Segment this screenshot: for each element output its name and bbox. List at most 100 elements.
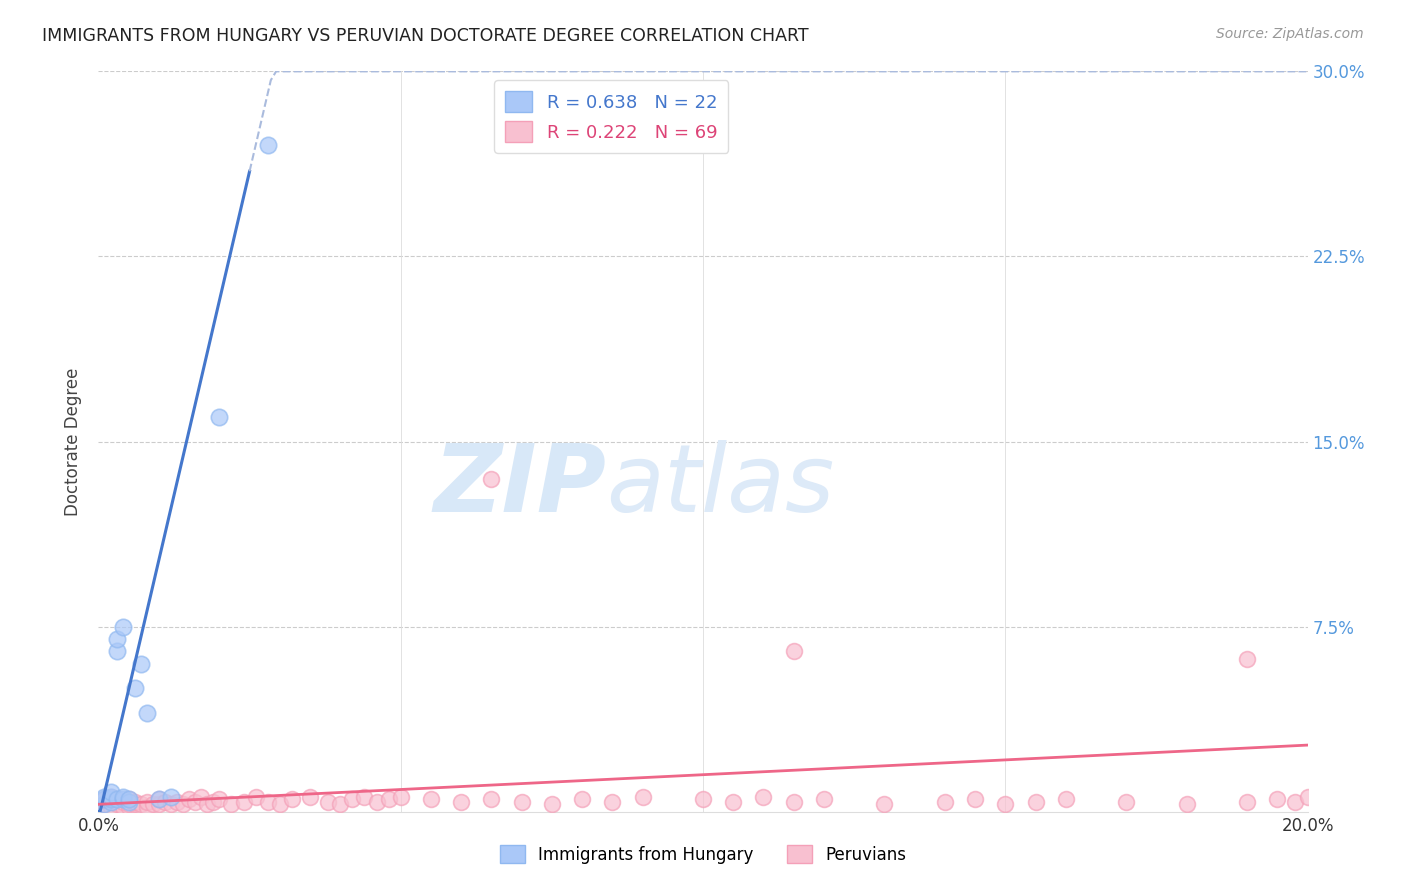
Point — [202, 795, 225, 809]
Point — [1236, 795, 1258, 809]
Point — [105, 644, 128, 658]
Point — [783, 795, 806, 809]
Point — [105, 792, 128, 806]
Point — [1296, 789, 1319, 804]
Point — [100, 785, 122, 799]
Point — [965, 792, 987, 806]
Point — [1267, 792, 1289, 806]
Point — [994, 797, 1017, 812]
Point — [100, 789, 122, 804]
Point — [118, 792, 141, 806]
Point — [1284, 795, 1306, 809]
Point — [221, 797, 243, 812]
Point — [93, 792, 115, 806]
Point — [166, 795, 188, 809]
Point — [602, 795, 624, 809]
Point — [148, 797, 170, 812]
Point — [135, 706, 157, 720]
Point — [111, 792, 134, 806]
Text: Source: ZipAtlas.com: Source: ZipAtlas.com — [1216, 27, 1364, 41]
Point — [118, 792, 141, 806]
Point — [105, 792, 128, 806]
Point — [93, 797, 115, 812]
Point — [153, 795, 176, 809]
Point — [481, 792, 503, 806]
Point — [118, 797, 141, 812]
Point — [100, 795, 122, 809]
Point — [135, 799, 157, 814]
Point — [342, 792, 364, 806]
Legend: R = 0.638   N = 22, R = 0.222   N = 69: R = 0.638 N = 22, R = 0.222 N = 69 — [495, 80, 728, 153]
Point — [100, 789, 122, 804]
Point — [1115, 795, 1137, 809]
Point — [148, 792, 170, 806]
Point — [389, 789, 412, 804]
Point — [540, 797, 562, 812]
Point — [208, 409, 231, 424]
Point — [135, 795, 157, 809]
Point — [111, 619, 134, 633]
Point — [208, 792, 231, 806]
Point — [631, 789, 654, 804]
Point — [813, 792, 835, 806]
Point — [783, 644, 806, 658]
Point — [353, 789, 375, 804]
Point — [100, 799, 122, 814]
Point — [256, 795, 278, 809]
Point — [184, 795, 207, 809]
Point — [329, 797, 352, 812]
Point — [366, 795, 388, 809]
Point — [124, 797, 146, 812]
Point — [179, 792, 201, 806]
Point — [118, 799, 141, 814]
Point — [160, 797, 183, 812]
Legend: Immigrants from Hungary, Peruvians: Immigrants from Hungary, Peruvians — [494, 838, 912, 871]
Point — [124, 795, 146, 809]
Point — [420, 792, 443, 806]
Point — [1175, 797, 1198, 812]
Point — [1024, 795, 1046, 809]
Point — [934, 795, 956, 809]
Text: atlas: atlas — [606, 441, 835, 532]
Point — [723, 795, 745, 809]
Point — [105, 632, 128, 646]
Point — [692, 792, 714, 806]
Point — [160, 789, 183, 804]
Point — [118, 795, 141, 809]
Y-axis label: Doctorate Degree: Doctorate Degree — [65, 368, 83, 516]
Point — [256, 138, 278, 153]
Point — [377, 792, 399, 806]
Point — [100, 795, 122, 809]
Point — [129, 657, 152, 671]
Point — [195, 797, 218, 812]
Point — [1054, 792, 1077, 806]
Point — [571, 792, 593, 806]
Point — [93, 797, 115, 812]
Point — [316, 795, 339, 809]
Point — [245, 789, 267, 804]
Point — [129, 797, 152, 812]
Point — [111, 795, 134, 809]
Text: ZIP: ZIP — [433, 440, 606, 532]
Point — [299, 789, 322, 804]
Point — [752, 789, 775, 804]
Point — [93, 792, 115, 806]
Point — [172, 797, 194, 812]
Point — [269, 797, 291, 812]
Point — [148, 792, 170, 806]
Point — [281, 792, 304, 806]
Point — [124, 681, 146, 696]
Point — [190, 789, 212, 804]
Point — [142, 797, 165, 812]
Point — [450, 795, 472, 809]
Point — [510, 795, 533, 809]
Point — [1236, 651, 1258, 665]
Point — [111, 789, 134, 804]
Point — [100, 792, 122, 806]
Point — [232, 795, 254, 809]
Point — [93, 789, 115, 804]
Point — [105, 797, 128, 812]
Point — [481, 471, 503, 485]
Point — [873, 797, 896, 812]
Text: IMMIGRANTS FROM HUNGARY VS PERUVIAN DOCTORATE DEGREE CORRELATION CHART: IMMIGRANTS FROM HUNGARY VS PERUVIAN DOCT… — [42, 27, 808, 45]
